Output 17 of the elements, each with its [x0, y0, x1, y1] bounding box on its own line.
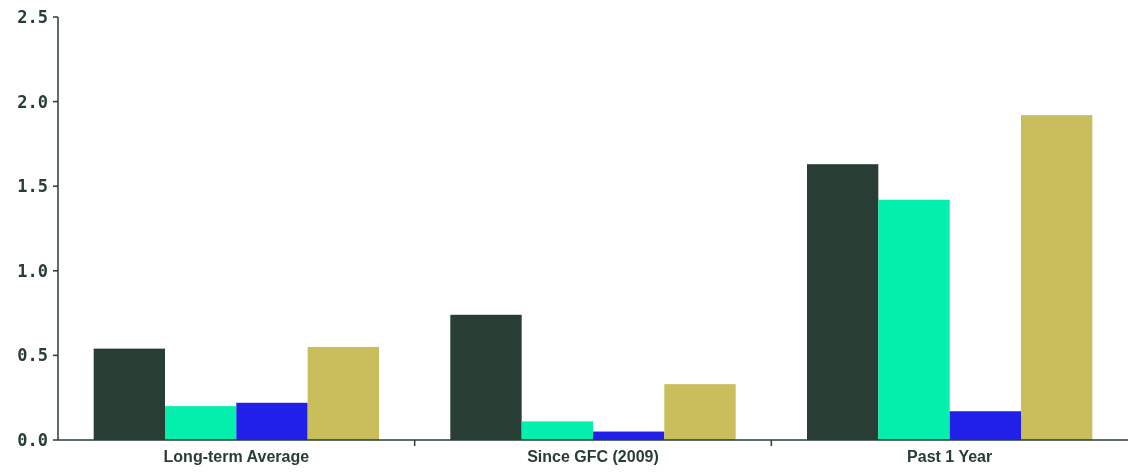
y-tick-label: 2.0: [17, 91, 48, 112]
x-tick-label: Past 1 Year: [907, 448, 993, 465]
bar: [664, 384, 736, 440]
bar: [878, 199, 950, 440]
x-tick-label: Since GFC (2009): [527, 448, 659, 465]
bar: [521, 421, 593, 440]
bar: [307, 346, 379, 440]
bar: [949, 411, 1021, 440]
bar: [165, 406, 237, 440]
y-tick-label: 1.5: [17, 176, 48, 197]
y-tick-label: 0.5: [17, 345, 48, 366]
bar: [236, 402, 308, 440]
y-tick-label: 2.5: [17, 6, 48, 27]
x-tick-label: Long-term Average: [163, 448, 310, 465]
y-tick-label: 1.0: [17, 260, 48, 281]
bar: [1021, 115, 1093, 440]
y-tick-label: 0.0: [17, 429, 48, 450]
